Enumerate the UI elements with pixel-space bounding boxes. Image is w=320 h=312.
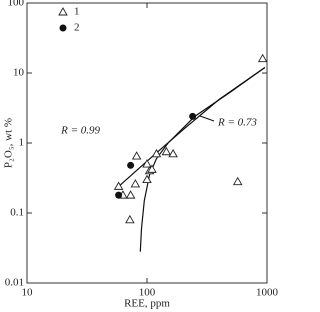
triangle-point bbox=[161, 146, 172, 156]
y-tick-label: 1 bbox=[19, 137, 25, 149]
x-tick-label: 10 bbox=[22, 287, 34, 299]
y-tick-label: 100 bbox=[8, 0, 25, 9]
triangle-point bbox=[125, 190, 136, 199]
triangle-point bbox=[151, 148, 162, 158]
y-axis-label: P₂O₅, wt % bbox=[3, 118, 15, 168]
triangle-point bbox=[113, 181, 124, 190]
triangle-point bbox=[142, 159, 152, 168]
y-tick-label: 0.01 bbox=[5, 277, 24, 289]
legend-label: 1 bbox=[74, 6, 80, 18]
triangle-point bbox=[131, 151, 142, 160]
triangle-point bbox=[125, 214, 135, 224]
triangle-point bbox=[232, 176, 243, 186]
triangle-point bbox=[147, 164, 157, 173]
leader-line bbox=[199, 115, 215, 122]
x-tick-label: 1000 bbox=[256, 287, 279, 299]
circle-point bbox=[127, 161, 135, 169]
x-tick-label: 100 bbox=[139, 287, 156, 299]
legend-label: 2 bbox=[74, 22, 80, 34]
circle-point bbox=[115, 191, 123, 199]
x-axis-label: REE, ppm bbox=[124, 298, 170, 310]
legend-marker bbox=[58, 7, 68, 16]
triangle-point bbox=[168, 148, 178, 158]
plot-frame bbox=[26, 2, 268, 284]
triangle-point bbox=[142, 174, 152, 184]
y-tick-label: 10 bbox=[13, 67, 25, 79]
circle-point bbox=[189, 112, 197, 120]
triangle-point bbox=[130, 179, 141, 188]
y-tick-label: 0.1 bbox=[10, 207, 24, 219]
fit-label: R = 0.99 bbox=[60, 125, 100, 137]
fit-label: R = 0.73 bbox=[217, 117, 257, 129]
triangle-point bbox=[257, 53, 268, 63]
fit-curve bbox=[139, 67, 266, 252]
chart: REE, ppm P₂O₅, wt % 10 100 1000 0.01 0.1 1 10 1… bbox=[3, 0, 279, 310]
legend-marker bbox=[59, 24, 67, 32]
